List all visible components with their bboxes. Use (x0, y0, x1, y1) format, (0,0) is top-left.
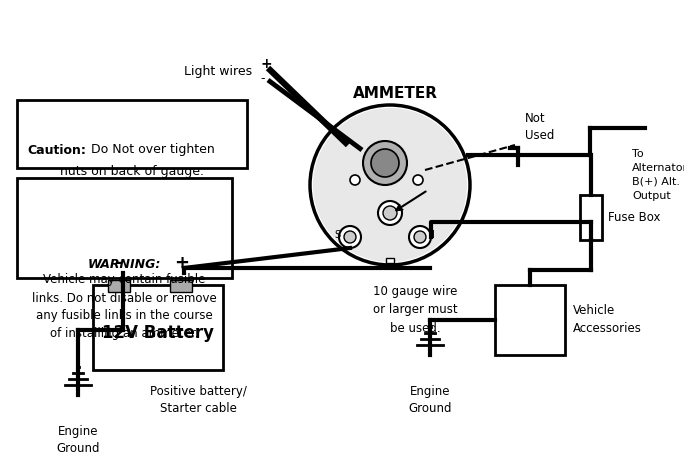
Text: -: - (115, 254, 122, 272)
Text: Vehicle may contain fusible: Vehicle may contain fusible (43, 274, 206, 286)
Text: Not
Used: Not Used (525, 112, 554, 142)
Text: AMMETER: AMMETER (352, 85, 438, 100)
Text: +: + (174, 254, 189, 272)
Circle shape (383, 206, 397, 220)
Text: Do Not over tighten: Do Not over tighten (87, 143, 215, 156)
Text: S: S (334, 230, 340, 240)
Text: I: I (432, 230, 434, 240)
Text: -: - (260, 72, 265, 85)
Circle shape (371, 149, 399, 177)
Bar (170, 280, 192, 292)
Text: of installing an ammeter.: of installing an ammeter. (50, 327, 199, 340)
Text: 10 gauge wire
or larger must
be used.: 10 gauge wire or larger must be used. (373, 285, 458, 334)
Bar (495, 285, 565, 355)
Text: links. Do not disable or remove: links. Do not disable or remove (32, 291, 217, 304)
Circle shape (409, 226, 431, 248)
Text: 12V Battery: 12V Battery (102, 324, 214, 341)
Text: +: + (260, 57, 272, 71)
Text: To
Alternator
B(+) Alt.
Output: To Alternator B(+) Alt. Output (632, 149, 684, 201)
Circle shape (378, 201, 402, 225)
Bar (17, 178, 232, 278)
Bar (17, 100, 247, 168)
Circle shape (363, 141, 407, 185)
Text: Positive battery/
Starter cable: Positive battery/ Starter cable (150, 385, 246, 415)
Text: Caution:: Caution: (27, 143, 86, 156)
Circle shape (350, 175, 360, 185)
Bar (93, 285, 223, 370)
Circle shape (413, 175, 423, 185)
Text: Fuse Box: Fuse Box (608, 211, 661, 224)
Text: WARNING:: WARNING: (88, 257, 161, 270)
Bar (108, 280, 130, 292)
Circle shape (313, 108, 467, 262)
Text: nuts on back of gauge.: nuts on back of gauge. (60, 165, 204, 178)
Text: any fusible links in the course: any fusible links in the course (36, 310, 213, 323)
Text: Engine
Ground: Engine Ground (408, 385, 451, 415)
Text: Vehicle
Accessories: Vehicle Accessories (573, 304, 642, 335)
Bar (386, 258, 394, 263)
Circle shape (344, 231, 356, 243)
Text: Light wires: Light wires (184, 65, 252, 78)
Circle shape (414, 231, 426, 243)
Text: Engine
Ground: Engine Ground (56, 425, 100, 455)
Circle shape (339, 226, 361, 248)
Bar (580, 195, 602, 240)
